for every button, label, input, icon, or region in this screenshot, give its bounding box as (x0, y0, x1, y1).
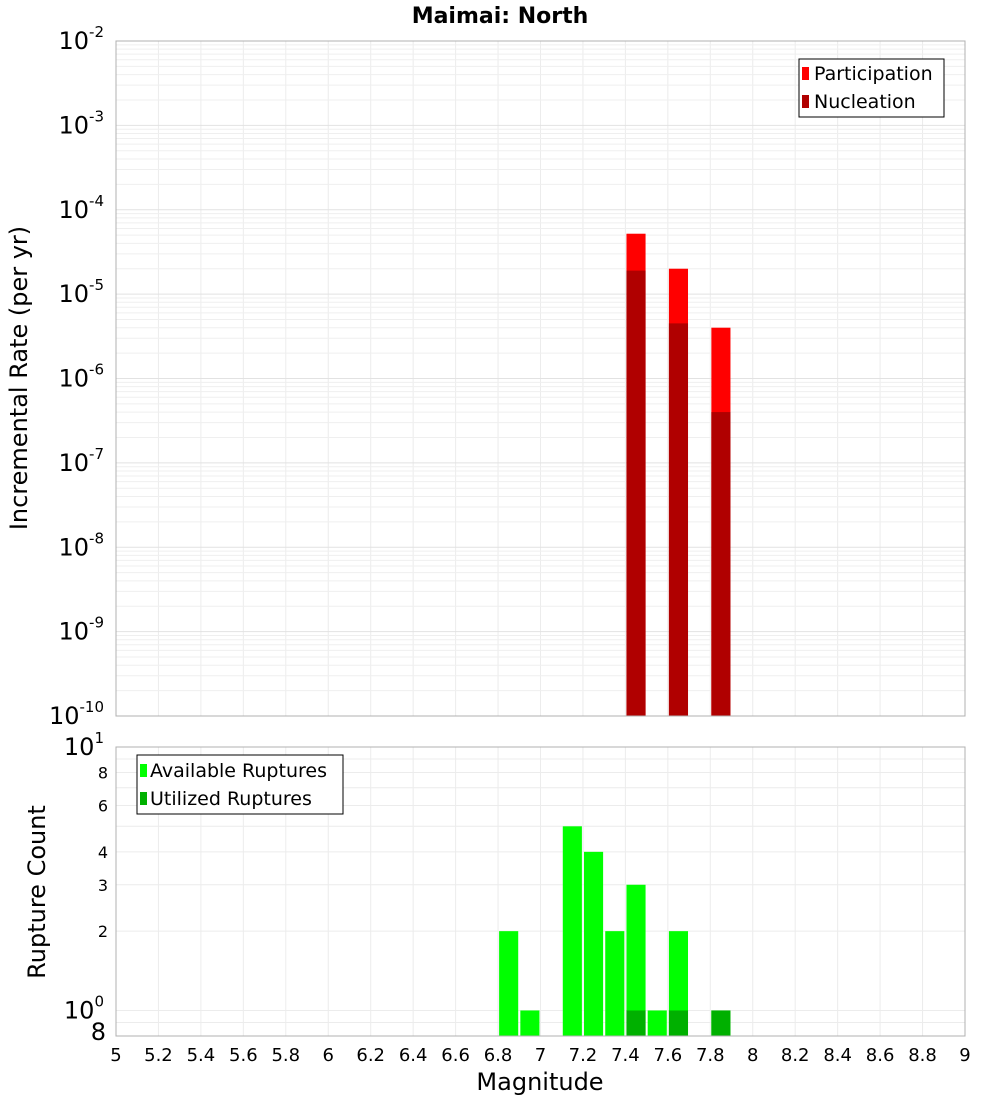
top-legend: Participation Nucleation (798, 58, 945, 118)
top-y-tick-label: 10-7 (58, 445, 104, 477)
utilized-ruptures-bar (711, 1010, 731, 1036)
x-tick-label: 7.2 (569, 1045, 598, 1066)
x-tick-label: 5.2 (144, 1045, 173, 1066)
available-ruptures-bar (562, 826, 582, 1036)
x-tick-label: 6.8 (484, 1045, 513, 1066)
bottom-y-minor-tick-label: 4 (98, 843, 108, 862)
nucleation-bar (626, 270, 646, 716)
top-y-tick-label: 10-10 (49, 698, 104, 730)
available-ruptures-bar (626, 884, 646, 1036)
top-y-tick-label: 10-3 (58, 107, 104, 139)
legend-swatch-nucleation (802, 95, 809, 108)
available-ruptures-bar (499, 931, 519, 1036)
legend-label-available: Available Ruptures (150, 760, 327, 782)
bottom-y-minor-tick-label: 8 (98, 764, 108, 783)
legend-swatch-participation (802, 67, 809, 80)
x-tick-label: 7 (535, 1045, 546, 1066)
x-tick-labels: 5 5.2 5.4 5.6 5.8 6 6.2 6.4 6.6 6.8 7 7.2 7.4 7.6 7.8 8… (110, 1045, 970, 1066)
x-tick-label: 7.6 (654, 1045, 683, 1066)
x-tick-label: 5.6 (229, 1045, 258, 1066)
available-ruptures-bar (647, 1010, 667, 1036)
top-y-tick-label: 10-6 (58, 361, 104, 393)
x-tick-label: 8.8 (908, 1045, 937, 1066)
bottom-legend: Available Ruptures Utilized Ruptures (136, 754, 344, 815)
x-tick-label: 8.2 (781, 1045, 810, 1066)
top-y-tick-label: 10-2 (58, 23, 104, 55)
bottom-plot-border (115, 746, 966, 1037)
available-ruptures-bar (584, 851, 604, 1036)
x-tick-label: 8.4 (823, 1045, 852, 1066)
x-tick-label: 5.8 (271, 1045, 300, 1066)
bottom-y-minor-tick-label: 2 (98, 922, 108, 941)
top-y-tick-label: 10-8 (58, 529, 104, 561)
x-tick-label: 5 (110, 1045, 121, 1066)
available-ruptures-bar (668, 931, 689, 1036)
top-y-tick-label: 10-4 (58, 192, 104, 224)
bottom-y-minor-tick-label: 3 (98, 876, 108, 895)
legend-label-utilized: Utilized Ruptures (150, 788, 312, 810)
x-tick-label: 6.6 (441, 1045, 470, 1066)
available-ruptures-bar (520, 1010, 540, 1036)
x-axis-label: Magnitude (476, 1068, 603, 1096)
utilized-ruptures-bar (626, 1010, 646, 1036)
x-tick-label: 6 (323, 1045, 334, 1066)
top-y-axis-label: Incremental Rate (per yr) (5, 226, 33, 530)
bottom-legend-box (136, 754, 344, 815)
legend-swatch-utilized (140, 792, 147, 805)
x-tick-label: 6.2 (356, 1045, 385, 1066)
top-panel: 10-2 10-3 10-4 10-5 10-6 10-7 10-8 10-9 10-10 In… (5, 23, 966, 730)
legend-label-nucleation: Nucleation (814, 91, 916, 113)
x-tick-label: 6.4 (399, 1045, 428, 1066)
top-legend-box (798, 58, 945, 118)
top-plot-border (115, 40, 966, 717)
top-bars (626, 233, 731, 716)
nucleation-bar (668, 323, 689, 716)
top-y-tick-label: 10-9 (58, 614, 104, 646)
bottom-y-base-tick-label: 8 (91, 1018, 106, 1046)
x-tick-label: 8.6 (866, 1045, 895, 1066)
x-tick-label: 8 (747, 1045, 758, 1066)
bottom-y-tick-label: 100 (64, 992, 104, 1024)
utilized-ruptures-bar (668, 1010, 689, 1036)
x-tick-label: 9 (959, 1045, 970, 1066)
bottom-y-tick-label: 101 (64, 729, 104, 761)
chart-title: Maimai: North (412, 4, 589, 29)
available-ruptures-bar (605, 931, 625, 1036)
x-tick-label: 5.4 (187, 1045, 216, 1066)
x-tick-label: 7.4 (611, 1045, 640, 1066)
legend-swatch-available (140, 764, 147, 777)
bottom-y-minor-tick-label: 6 (98, 796, 108, 815)
top-gridlines (115, 41, 966, 717)
bottom-y-axis-label: Rupture Count (23, 805, 51, 979)
bottom-bars (499, 826, 731, 1036)
legend-label-participation: Participation (814, 63, 933, 85)
x-tick-label: 7.8 (696, 1045, 725, 1066)
top-y-tick-label: 10-5 (58, 276, 104, 308)
top-y-tick-labels: 10-2 10-3 10-4 10-5 10-6 10-7 10-8 10-9 10-10 (49, 23, 104, 730)
nucleation-bar (711, 412, 731, 716)
